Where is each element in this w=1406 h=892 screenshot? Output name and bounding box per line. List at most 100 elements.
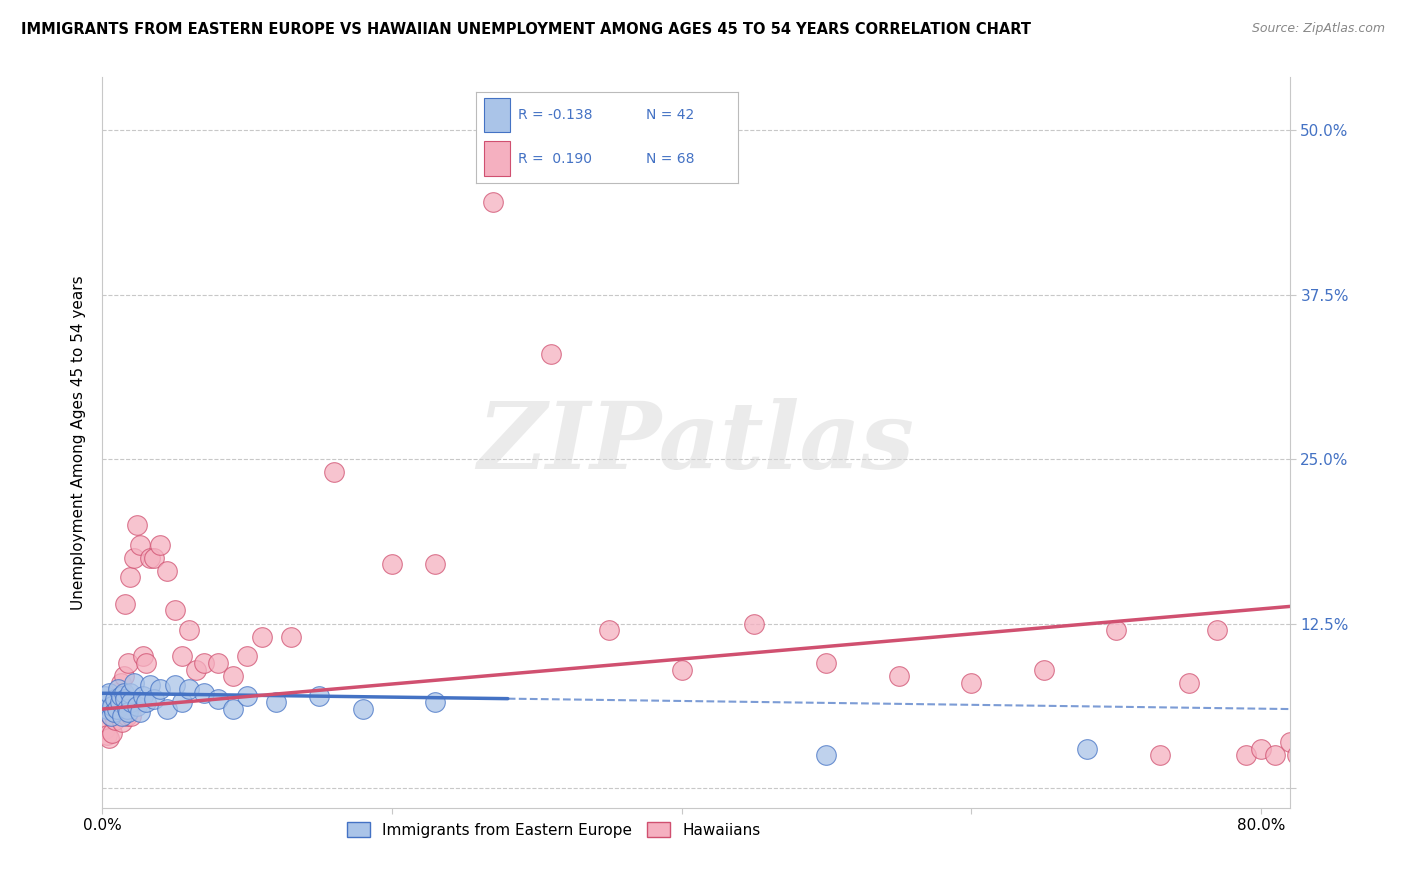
Point	[1105, 623, 1128, 637]
Point	[118, 570, 141, 584]
Point	[1236, 748, 1258, 763]
Point	[1278, 735, 1301, 749]
Point	[323, 465, 346, 479]
Point	[1302, 748, 1324, 763]
Point	[115, 702, 138, 716]
Point	[94, 722, 117, 736]
Point	[117, 705, 139, 719]
Point	[264, 696, 287, 710]
Point	[115, 708, 138, 723]
Point	[96, 728, 118, 742]
Point	[1032, 663, 1054, 677]
Text: IMMIGRANTS FROM EASTERN EUROPE VS HAWAIIAN UNEMPLOYMENT AMONG AGES 45 TO 54 YEAR: IMMIGRANTS FROM EASTERN EUROPE VS HAWAII…	[21, 22, 1031, 37]
Point	[139, 678, 162, 692]
Point	[97, 696, 120, 710]
Point	[170, 696, 193, 710]
Point	[104, 691, 127, 706]
Point	[179, 682, 201, 697]
Point	[1286, 748, 1309, 763]
Point	[207, 656, 229, 670]
Point	[103, 705, 125, 719]
Point	[170, 649, 193, 664]
Point	[117, 656, 139, 670]
Point	[1294, 748, 1316, 763]
Point	[280, 630, 302, 644]
Point	[114, 691, 136, 706]
Point	[128, 705, 150, 719]
Point	[94, 689, 117, 703]
Point	[143, 550, 166, 565]
Point	[236, 689, 259, 703]
Point	[107, 691, 129, 706]
Point	[93, 702, 115, 716]
Legend: Immigrants from Eastern Europe, Hawaiians: Immigrants from Eastern Europe, Hawaiian…	[340, 815, 766, 844]
Point	[1310, 748, 1333, 763]
Point	[98, 686, 121, 700]
Point	[149, 682, 172, 697]
Point	[156, 702, 179, 716]
Point	[125, 517, 148, 532]
Point	[250, 630, 273, 644]
Point	[96, 702, 118, 716]
Point	[111, 708, 134, 723]
Point	[101, 725, 124, 739]
Point	[193, 686, 215, 700]
Point	[118, 686, 141, 700]
Point	[1305, 748, 1327, 763]
Point	[815, 748, 838, 763]
Point	[110, 675, 132, 690]
Point	[193, 656, 215, 670]
Point	[125, 699, 148, 714]
Point	[111, 715, 134, 730]
Point	[105, 702, 128, 716]
Point	[93, 696, 115, 710]
Point	[186, 663, 208, 677]
Point	[112, 669, 135, 683]
Point	[236, 649, 259, 664]
Point	[120, 696, 142, 710]
Point	[207, 691, 229, 706]
Point	[960, 675, 983, 690]
Point	[132, 689, 155, 703]
Point	[135, 656, 157, 670]
Point	[540, 347, 562, 361]
Point	[425, 558, 447, 572]
Point	[1149, 748, 1171, 763]
Point	[1264, 748, 1286, 763]
Point	[107, 682, 129, 697]
Point	[156, 564, 179, 578]
Point	[163, 678, 186, 692]
Point	[221, 669, 243, 683]
Point	[742, 616, 765, 631]
Point	[143, 691, 166, 706]
Point	[98, 731, 121, 745]
Point	[112, 686, 135, 700]
Point	[1308, 748, 1330, 763]
Point	[1296, 748, 1319, 763]
Point	[122, 675, 145, 690]
Y-axis label: Unemployment Among Ages 45 to 54 years: Unemployment Among Ages 45 to 54 years	[72, 276, 86, 610]
Point	[128, 538, 150, 552]
Point	[135, 696, 157, 710]
Point	[114, 597, 136, 611]
Point	[671, 663, 693, 677]
Point	[108, 696, 131, 710]
Point	[352, 702, 374, 716]
Point	[163, 603, 186, 617]
Point	[120, 708, 142, 723]
Point	[1076, 741, 1098, 756]
Point	[108, 702, 131, 716]
Point	[100, 708, 122, 723]
Point	[381, 558, 404, 572]
Point	[100, 708, 122, 723]
Point	[105, 686, 128, 700]
Point	[425, 696, 447, 710]
Point	[815, 656, 838, 670]
Point	[482, 195, 505, 210]
Point	[139, 550, 162, 565]
Point	[221, 702, 243, 716]
Point	[110, 689, 132, 703]
Point	[132, 649, 155, 664]
Point	[1299, 748, 1322, 763]
Text: Source: ZipAtlas.com: Source: ZipAtlas.com	[1251, 22, 1385, 36]
